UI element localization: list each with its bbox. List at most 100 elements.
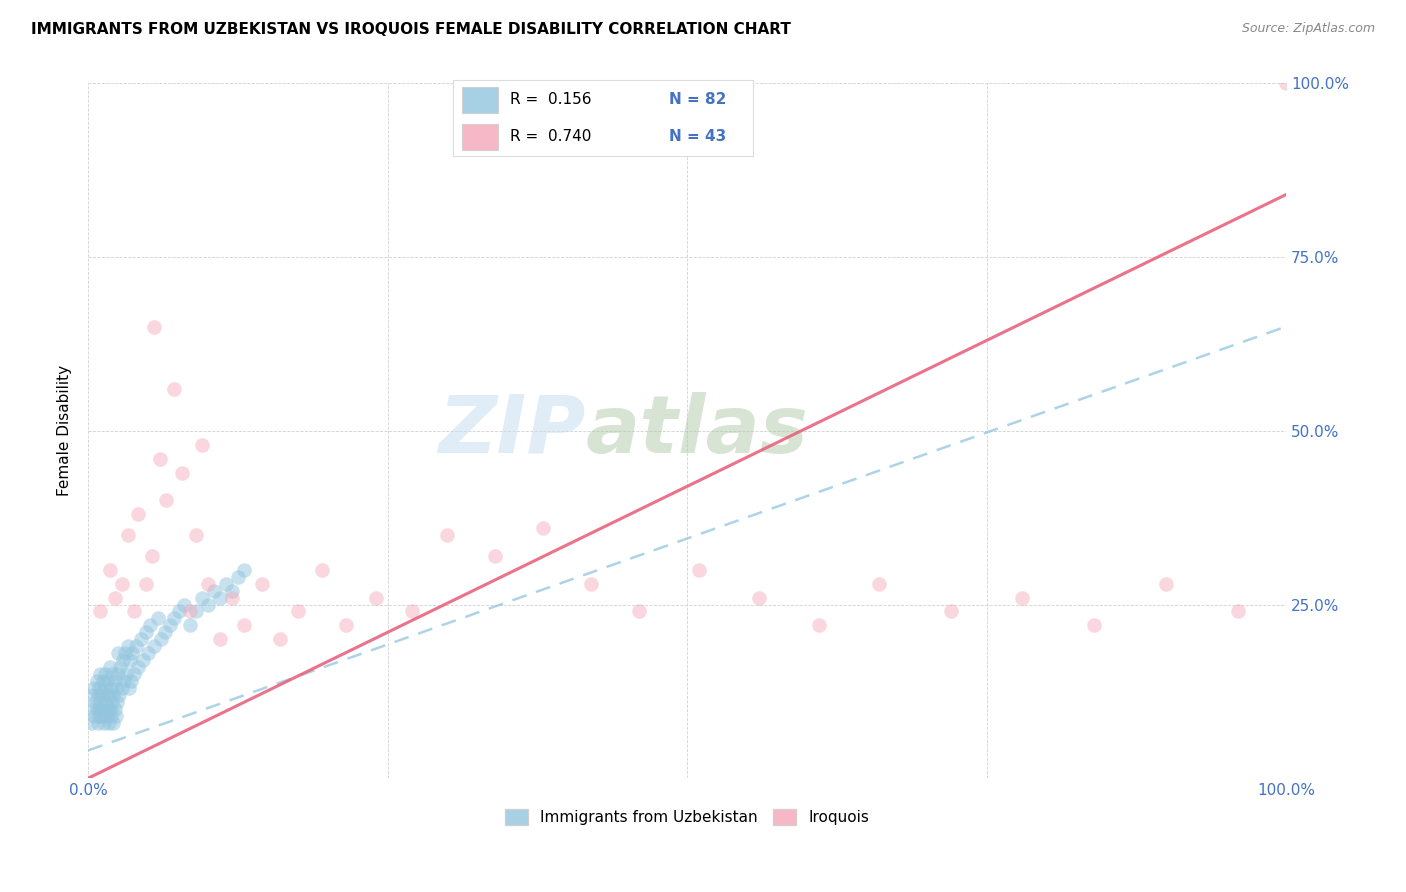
Point xyxy=(179,605,201,619)
Point xyxy=(103,673,125,688)
Point xyxy=(87,688,110,702)
Point xyxy=(208,632,231,647)
Point xyxy=(163,382,186,396)
Point xyxy=(94,695,117,709)
Text: IMMIGRANTS FROM UZBEKISTAN VS IROQUOIS FEMALE DISABILITY CORRELATION CHART: IMMIGRANTS FROM UZBEKISTAN VS IROQUOIS F… xyxy=(31,22,790,37)
Point xyxy=(110,660,132,674)
Point xyxy=(122,667,145,681)
Point xyxy=(94,667,117,681)
Point xyxy=(90,708,112,723)
Point xyxy=(139,618,162,632)
Point xyxy=(103,688,125,702)
Point xyxy=(173,598,195,612)
Point xyxy=(1083,618,1105,632)
Point xyxy=(105,695,128,709)
Point xyxy=(215,576,238,591)
Point xyxy=(93,715,115,730)
Point xyxy=(191,438,214,452)
Point xyxy=(197,576,219,591)
Point xyxy=(122,605,145,619)
Point xyxy=(93,681,115,695)
Point xyxy=(748,591,770,605)
Point xyxy=(688,563,710,577)
Point xyxy=(1154,576,1177,591)
Point xyxy=(143,319,166,334)
Point xyxy=(202,583,225,598)
Point xyxy=(135,625,157,640)
Point xyxy=(401,605,423,619)
Point xyxy=(89,695,111,709)
Point xyxy=(221,583,243,598)
Point xyxy=(153,625,176,640)
Point xyxy=(184,605,207,619)
Text: ZIP: ZIP xyxy=(437,392,585,470)
Point xyxy=(127,660,149,674)
Point xyxy=(100,708,122,723)
Point xyxy=(89,605,111,619)
Point xyxy=(628,605,651,619)
Point xyxy=(111,653,134,667)
Point xyxy=(117,528,139,542)
Point xyxy=(103,715,125,730)
Point xyxy=(226,570,249,584)
Y-axis label: Female Disability: Female Disability xyxy=(58,365,72,496)
Point xyxy=(232,563,254,577)
Point xyxy=(100,681,122,695)
Point xyxy=(101,667,124,681)
Point xyxy=(939,605,962,619)
Point xyxy=(98,702,121,716)
Point xyxy=(82,688,104,702)
Point xyxy=(121,646,143,660)
Point xyxy=(221,591,243,605)
Point xyxy=(101,695,124,709)
Point xyxy=(167,605,190,619)
Point xyxy=(80,702,103,716)
Point xyxy=(108,688,131,702)
Point xyxy=(91,673,114,688)
Point xyxy=(103,591,125,605)
Point xyxy=(531,521,554,535)
Point xyxy=(104,708,127,723)
Point xyxy=(111,576,134,591)
Point xyxy=(436,528,458,542)
Point xyxy=(364,591,387,605)
Point xyxy=(83,708,105,723)
Point xyxy=(89,667,111,681)
Point xyxy=(132,653,155,667)
Point xyxy=(141,549,163,563)
Point xyxy=(83,681,105,695)
Point xyxy=(127,507,149,521)
Point xyxy=(208,591,231,605)
Point xyxy=(287,605,309,619)
Point xyxy=(159,618,181,632)
Point xyxy=(129,632,152,647)
Point xyxy=(136,646,159,660)
Text: atlas: atlas xyxy=(585,392,808,470)
Point xyxy=(179,618,201,632)
Point xyxy=(807,618,830,632)
Point xyxy=(86,673,108,688)
Point xyxy=(1275,77,1298,91)
Point xyxy=(89,702,111,716)
Point xyxy=(146,611,169,625)
Point xyxy=(96,673,118,688)
Point xyxy=(581,576,603,591)
Point xyxy=(87,681,110,695)
Point xyxy=(107,667,129,681)
Point xyxy=(118,681,141,695)
Point xyxy=(104,681,127,695)
Point xyxy=(94,688,117,702)
Point xyxy=(114,646,136,660)
Point xyxy=(94,708,117,723)
Point xyxy=(311,563,333,577)
Point xyxy=(90,688,112,702)
Point xyxy=(143,639,166,653)
Point xyxy=(112,673,135,688)
Point xyxy=(120,653,142,667)
Point xyxy=(111,681,134,695)
Point xyxy=(269,632,291,647)
Point xyxy=(87,708,110,723)
Point xyxy=(87,715,110,730)
Point xyxy=(125,639,148,653)
Point xyxy=(1011,591,1033,605)
